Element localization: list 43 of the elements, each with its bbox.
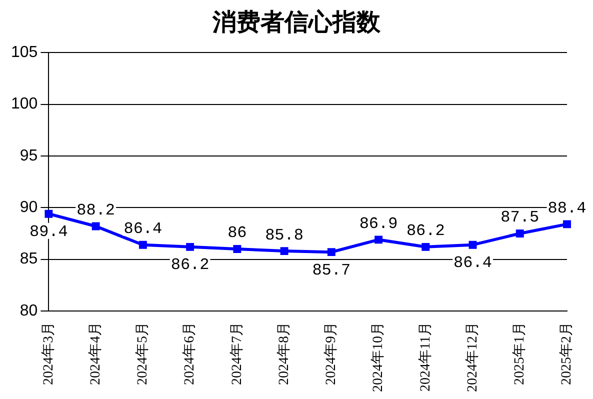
data-label: 86.9	[359, 214, 398, 233]
x-tick-label: 2025年2月	[558, 322, 575, 385]
data-label: 86.2	[170, 256, 210, 274]
data-label: 89.4	[29, 223, 68, 242]
point	[138, 240, 147, 249]
data-label: 88.4	[548, 199, 586, 218]
x-tick-label: 2024年8月	[276, 322, 292, 385]
point	[374, 236, 382, 244]
x-tick-label: 2024年4月	[87, 322, 104, 385]
x-tick-label: 2024年6月	[182, 322, 198, 385]
x-tick-label: 2024年11月	[417, 322, 434, 392]
x-tick-label: 2024年12月	[464, 322, 480, 392]
point	[186, 242, 194, 251]
chart-title: 消费者信心指数	[211, 8, 382, 38]
data-label: 86.4	[454, 254, 492, 272]
y-tick-label: 105	[10, 44, 38, 62]
point	[422, 242, 430, 251]
point	[468, 240, 477, 249]
x-tick-label: 2024年9月	[323, 322, 340, 385]
point	[516, 230, 524, 238]
point	[327, 248, 336, 256]
x-tick-label: 2024年7月	[228, 322, 245, 385]
data-label: 87.5	[500, 208, 540, 227]
x-tick-label: 2025年1月	[512, 322, 528, 385]
y-tick-label: 90	[20, 199, 38, 216]
x-tick-label: 2024年10月	[370, 322, 386, 392]
y-tick-label: 80	[20, 302, 38, 320]
data-label: 86.4	[124, 220, 162, 238]
point	[280, 247, 288, 256]
y-tick-label: 100	[10, 96, 38, 113]
y-tick-label: 95	[20, 147, 38, 164]
point	[563, 220, 571, 228]
data-label: 88.2	[76, 201, 116, 220]
data-label: 86	[228, 224, 247, 242]
x-tick-label: 2024年3月	[40, 322, 56, 385]
data-label: 85.7	[312, 261, 351, 280]
data-label: 86.2	[406, 222, 445, 240]
point	[92, 222, 100, 230]
point	[233, 245, 242, 253]
y-tick-label: 85	[20, 250, 38, 268]
x-tick-label: 2024年5月	[134, 322, 151, 385]
point	[44, 210, 53, 218]
data-label: 85.8	[265, 226, 304, 244]
